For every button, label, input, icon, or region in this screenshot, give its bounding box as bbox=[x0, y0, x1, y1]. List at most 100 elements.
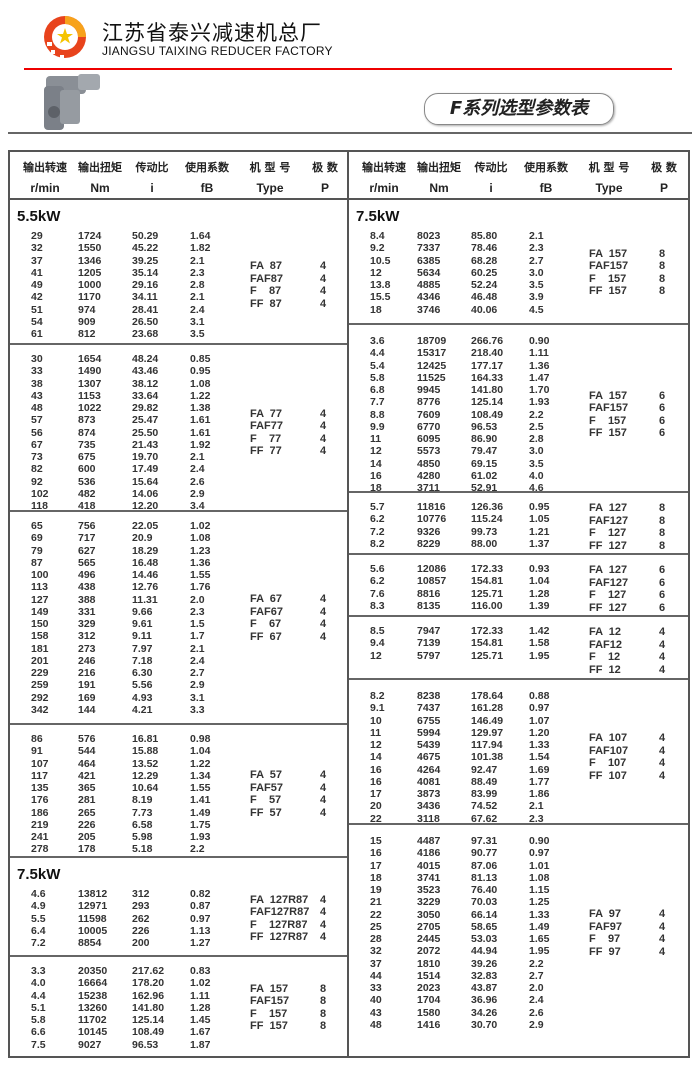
ratio-cell: 99.73 bbox=[471, 525, 498, 538]
service-factor-cell: 1.08 bbox=[190, 377, 211, 390]
speed-cell: 118 bbox=[31, 500, 48, 512]
service-factor-cell: 2.1 bbox=[190, 451, 205, 463]
ratio-cell: 16.48 bbox=[132, 556, 159, 569]
model-type: FAF157 bbox=[589, 402, 629, 415]
torque-cell: 6385 bbox=[417, 254, 441, 267]
torque-cell: 312 bbox=[78, 630, 96, 643]
ratio-cell: 146.49 bbox=[471, 714, 504, 727]
service-factor-cell: 1.11 bbox=[529, 347, 549, 360]
speed-cell: 158 bbox=[31, 630, 49, 643]
service-factor-cell: 1.75 bbox=[190, 818, 211, 831]
speed-cell: 12 bbox=[370, 649, 382, 662]
pole-count: 8 bbox=[659, 539, 666, 552]
power-group: 8.2 8238 178.64 0.88 9.1 7437 161.28 0.97 10 6755… bbox=[349, 680, 688, 825]
torque-cell: 265 bbox=[78, 806, 96, 819]
torque-cell: 717 bbox=[78, 532, 96, 545]
speed-cell: 8.2 bbox=[370, 690, 385, 702]
ratio-cell: 108.49 bbox=[132, 1026, 165, 1039]
service-factor-cell: 3.0 bbox=[529, 266, 544, 279]
torque-cell: 874 bbox=[78, 426, 96, 439]
torque-cell: 205 bbox=[78, 831, 96, 843]
ratio-cell: 4.21 bbox=[132, 703, 153, 716]
type-block: FA 107 4 FAF107 4 F 107 4 FF 107 4 bbox=[349, 690, 689, 825]
ratio-cell: 92.47 bbox=[471, 763, 498, 776]
table-row: 12 5573 79.47 3.0 bbox=[349, 445, 579, 457]
type-row: FF 127 8 bbox=[349, 540, 689, 553]
table-row: 5.7 11816 126.36 0.95 bbox=[349, 501, 579, 513]
gearbox-image bbox=[44, 74, 100, 130]
type-row: FF 57 4 bbox=[10, 807, 350, 820]
data-rows: 8.5 7947 172.33 1.42 9.4 7139 154.81 1.58 12 5797… bbox=[349, 625, 579, 662]
pole-count: 6 bbox=[659, 402, 666, 415]
torque-cell: 3229 bbox=[417, 896, 441, 909]
torque-cell: 1704 bbox=[417, 994, 441, 1007]
service-factor-cell: 2.6 bbox=[190, 475, 205, 488]
torque-cell: 3118 bbox=[417, 812, 440, 825]
service-factor-cell: 1.69 bbox=[529, 763, 550, 776]
service-factor-cell: 1.42 bbox=[529, 625, 550, 637]
column-header: Type bbox=[595, 181, 623, 195]
service-factor-cell: 3.5 bbox=[529, 457, 544, 470]
service-factor-cell: 0.97 bbox=[529, 847, 550, 860]
ratio-cell: 40.06 bbox=[471, 303, 498, 316]
pole-count: 4 bbox=[659, 663, 666, 676]
ratio-cell: 48.24 bbox=[132, 353, 159, 365]
speed-cell: 42 bbox=[31, 291, 43, 304]
torque-cell: 8229 bbox=[417, 537, 441, 550]
service-factor-cell: 2.1 bbox=[529, 800, 544, 813]
service-factor-cell: 1.82 bbox=[190, 242, 211, 255]
speed-cell: 92 bbox=[31, 475, 43, 488]
service-factor-cell: 2.0 bbox=[529, 982, 544, 994]
torque-cell: 10005 bbox=[78, 924, 108, 937]
speed-cell: 11 bbox=[370, 726, 382, 739]
power-group: 3.3 20350 217.62 0.83 4.0 16664 178.20 1.02 4.4 1… bbox=[10, 957, 347, 1056]
speed-cell: 259 bbox=[31, 679, 49, 692]
pole-count: 6 bbox=[659, 414, 666, 427]
speed-cell: 28 bbox=[370, 933, 382, 945]
speed-cell: 14 bbox=[370, 751, 382, 764]
speed-cell: 342 bbox=[31, 703, 49, 716]
service-factor-cell: 1.49 bbox=[529, 920, 550, 933]
ratio-cell: 85.80 bbox=[471, 230, 498, 242]
pole-count: 4 bbox=[659, 933, 666, 945]
torque-cell: 9326 bbox=[417, 525, 441, 538]
speed-cell: 18 bbox=[370, 482, 382, 494]
data-rows: 8.2 8238 178.64 0.88 9.1 7437 161.28 0.97 10 6755… bbox=[349, 690, 579, 825]
torque-cell: 20350 bbox=[78, 965, 108, 977]
power-group: 3.6 18709 266.76 0.90 4.4 15317 218.40 1.11 5.4 1… bbox=[349, 325, 688, 494]
type-row: FF 87 4 bbox=[10, 298, 350, 311]
speed-cell: 219 bbox=[31, 818, 49, 831]
ratio-cell: 60.25 bbox=[471, 266, 498, 279]
type-row: F 157 8 bbox=[10, 1008, 350, 1021]
speed-cell: 5.1 bbox=[31, 1001, 46, 1014]
ratio-cell: 66.14 bbox=[471, 908, 498, 921]
torque-cell: 8854 bbox=[78, 937, 102, 949]
model-type: FA 97 bbox=[589, 908, 621, 920]
table-row: 44 1514 32.83 2.7 bbox=[349, 970, 579, 982]
column-header: r/min bbox=[369, 181, 399, 195]
pole-count: 8 bbox=[320, 982, 327, 995]
speed-cell: 5.8 bbox=[31, 1014, 46, 1026]
column-header: 输出扭矩 bbox=[78, 161, 122, 174]
table-row: 3.6 18709 266.76 0.90 bbox=[349, 335, 579, 347]
speed-cell: 12 bbox=[370, 445, 382, 458]
pole-count: 4 bbox=[320, 285, 327, 298]
speed-cell: 22 bbox=[370, 908, 382, 921]
ratio-cell: 129.97 bbox=[471, 726, 504, 739]
table-row: 229 216 6.30 2.7 bbox=[10, 667, 240, 679]
service-factor-cell: 2.7 bbox=[529, 969, 544, 982]
service-factor-cell: 2.4 bbox=[190, 303, 205, 316]
torque-cell: 438 bbox=[78, 581, 96, 594]
speed-cell: 41 bbox=[31, 266, 43, 279]
speed-cell: 56 bbox=[31, 426, 43, 439]
service-factor-cell: 3.5 bbox=[529, 279, 544, 291]
table-row: 4.9 12971 293 0.87 bbox=[10, 900, 240, 912]
torque-cell: 18709 bbox=[417, 335, 447, 347]
table-row: 8.8 7609 108.49 2.2 bbox=[349, 409, 579, 421]
ratio-cell: 312 bbox=[132, 888, 150, 900]
power-group: 7.5kW 8.4 8023 85.80 2.1 9.2 7337 78.46 2.3 10.5 6… bbox=[349, 200, 688, 325]
type-row: FA 67 4 bbox=[10, 593, 350, 606]
ratio-cell: 161.28 bbox=[471, 702, 504, 715]
torque-cell: 7437 bbox=[417, 702, 441, 715]
ratio-cell: 5.98 bbox=[132, 831, 153, 843]
